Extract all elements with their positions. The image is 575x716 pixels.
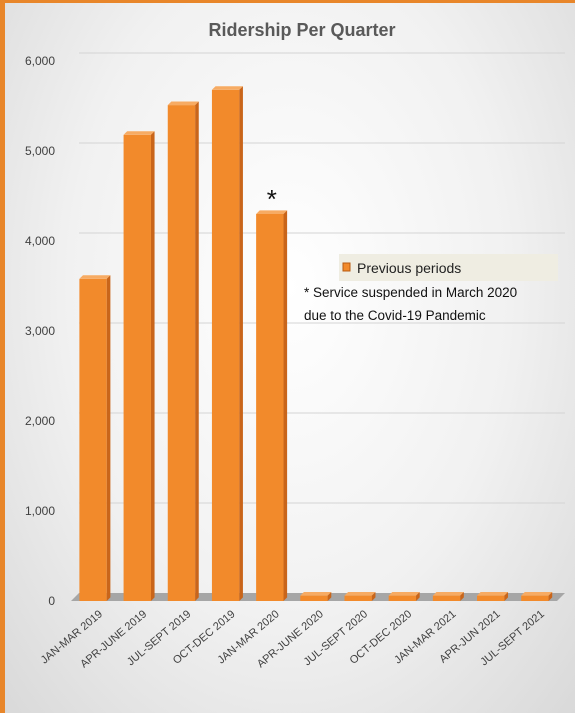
suspension-asterisk: * (267, 184, 277, 214)
bar-side (416, 592, 420, 601)
y-axis: 0 1,000 2,000 3,000 4,000 5,000 6,000 (25, 54, 55, 608)
bar-side (195, 101, 199, 601)
y-tick-label: 4,000 (25, 234, 55, 248)
covid-note: * Service suspended in March 2020 due to… (304, 285, 517, 323)
bar-front (300, 595, 328, 601)
bar-front (388, 595, 417, 601)
bar-side (504, 592, 509, 601)
bar-top (79, 275, 111, 279)
ridership-chart: Ridership Per Quarter 0 1,000 2,000 3,000 4,… (25, 20, 565, 670)
note-line-2: due to the Covid-19 Pandemic (304, 308, 486, 323)
bar-top (211, 86, 243, 90)
bar-side (150, 131, 155, 601)
bar-front (256, 214, 284, 601)
y-tick-label: 3,000 (25, 324, 55, 338)
bar (256, 210, 288, 601)
bar-side (327, 592, 332, 601)
bar-front (123, 134, 151, 602)
bar (521, 592, 553, 601)
bar (432, 592, 464, 601)
bar-top (344, 592, 376, 596)
legend-box (339, 254, 558, 281)
bar (167, 101, 199, 601)
bar-front (167, 105, 196, 601)
bar-top (388, 592, 420, 596)
bar-side (283, 210, 288, 601)
y-tick-label: 6,000 (25, 54, 55, 68)
y-tick-label: 0 (48, 594, 55, 608)
bar (344, 592, 376, 601)
bars (79, 86, 553, 602)
bar-top (123, 131, 155, 135)
bar-front (79, 278, 107, 601)
y-tick-label: 5,000 (25, 144, 55, 158)
gridlines (79, 52, 565, 504)
bar-side (106, 275, 111, 601)
bar-top (477, 592, 509, 596)
bar-front (432, 595, 461, 601)
bar-front (521, 595, 549, 601)
legend: Previous periods (339, 254, 558, 281)
bar-side (239, 86, 243, 601)
bar-side (548, 592, 553, 601)
legend-label: Previous periods (357, 260, 461, 276)
y-tick-label: 1,000 (25, 504, 55, 518)
bar (211, 86, 243, 602)
legend-swatch (342, 262, 351, 272)
note-line-1: * Service suspended in March 2020 (304, 285, 517, 300)
bar-front (344, 595, 372, 601)
bar-top (432, 592, 464, 596)
annotation: * (267, 184, 277, 214)
bar-top (167, 101, 199, 106)
bar-side (460, 592, 464, 601)
bar (79, 275, 111, 601)
bar (388, 592, 420, 601)
bar-top (256, 210, 288, 214)
chart-title: Ridership Per Quarter (208, 20, 395, 40)
bar-top (300, 592, 332, 596)
bar (123, 131, 155, 602)
bar (477, 592, 509, 601)
bar-front (477, 595, 505, 601)
bar (300, 592, 332, 601)
bar-front (211, 89, 240, 602)
bar-side (371, 592, 376, 601)
bar-top (521, 592, 553, 596)
y-tick-label: 2,000 (25, 414, 55, 428)
